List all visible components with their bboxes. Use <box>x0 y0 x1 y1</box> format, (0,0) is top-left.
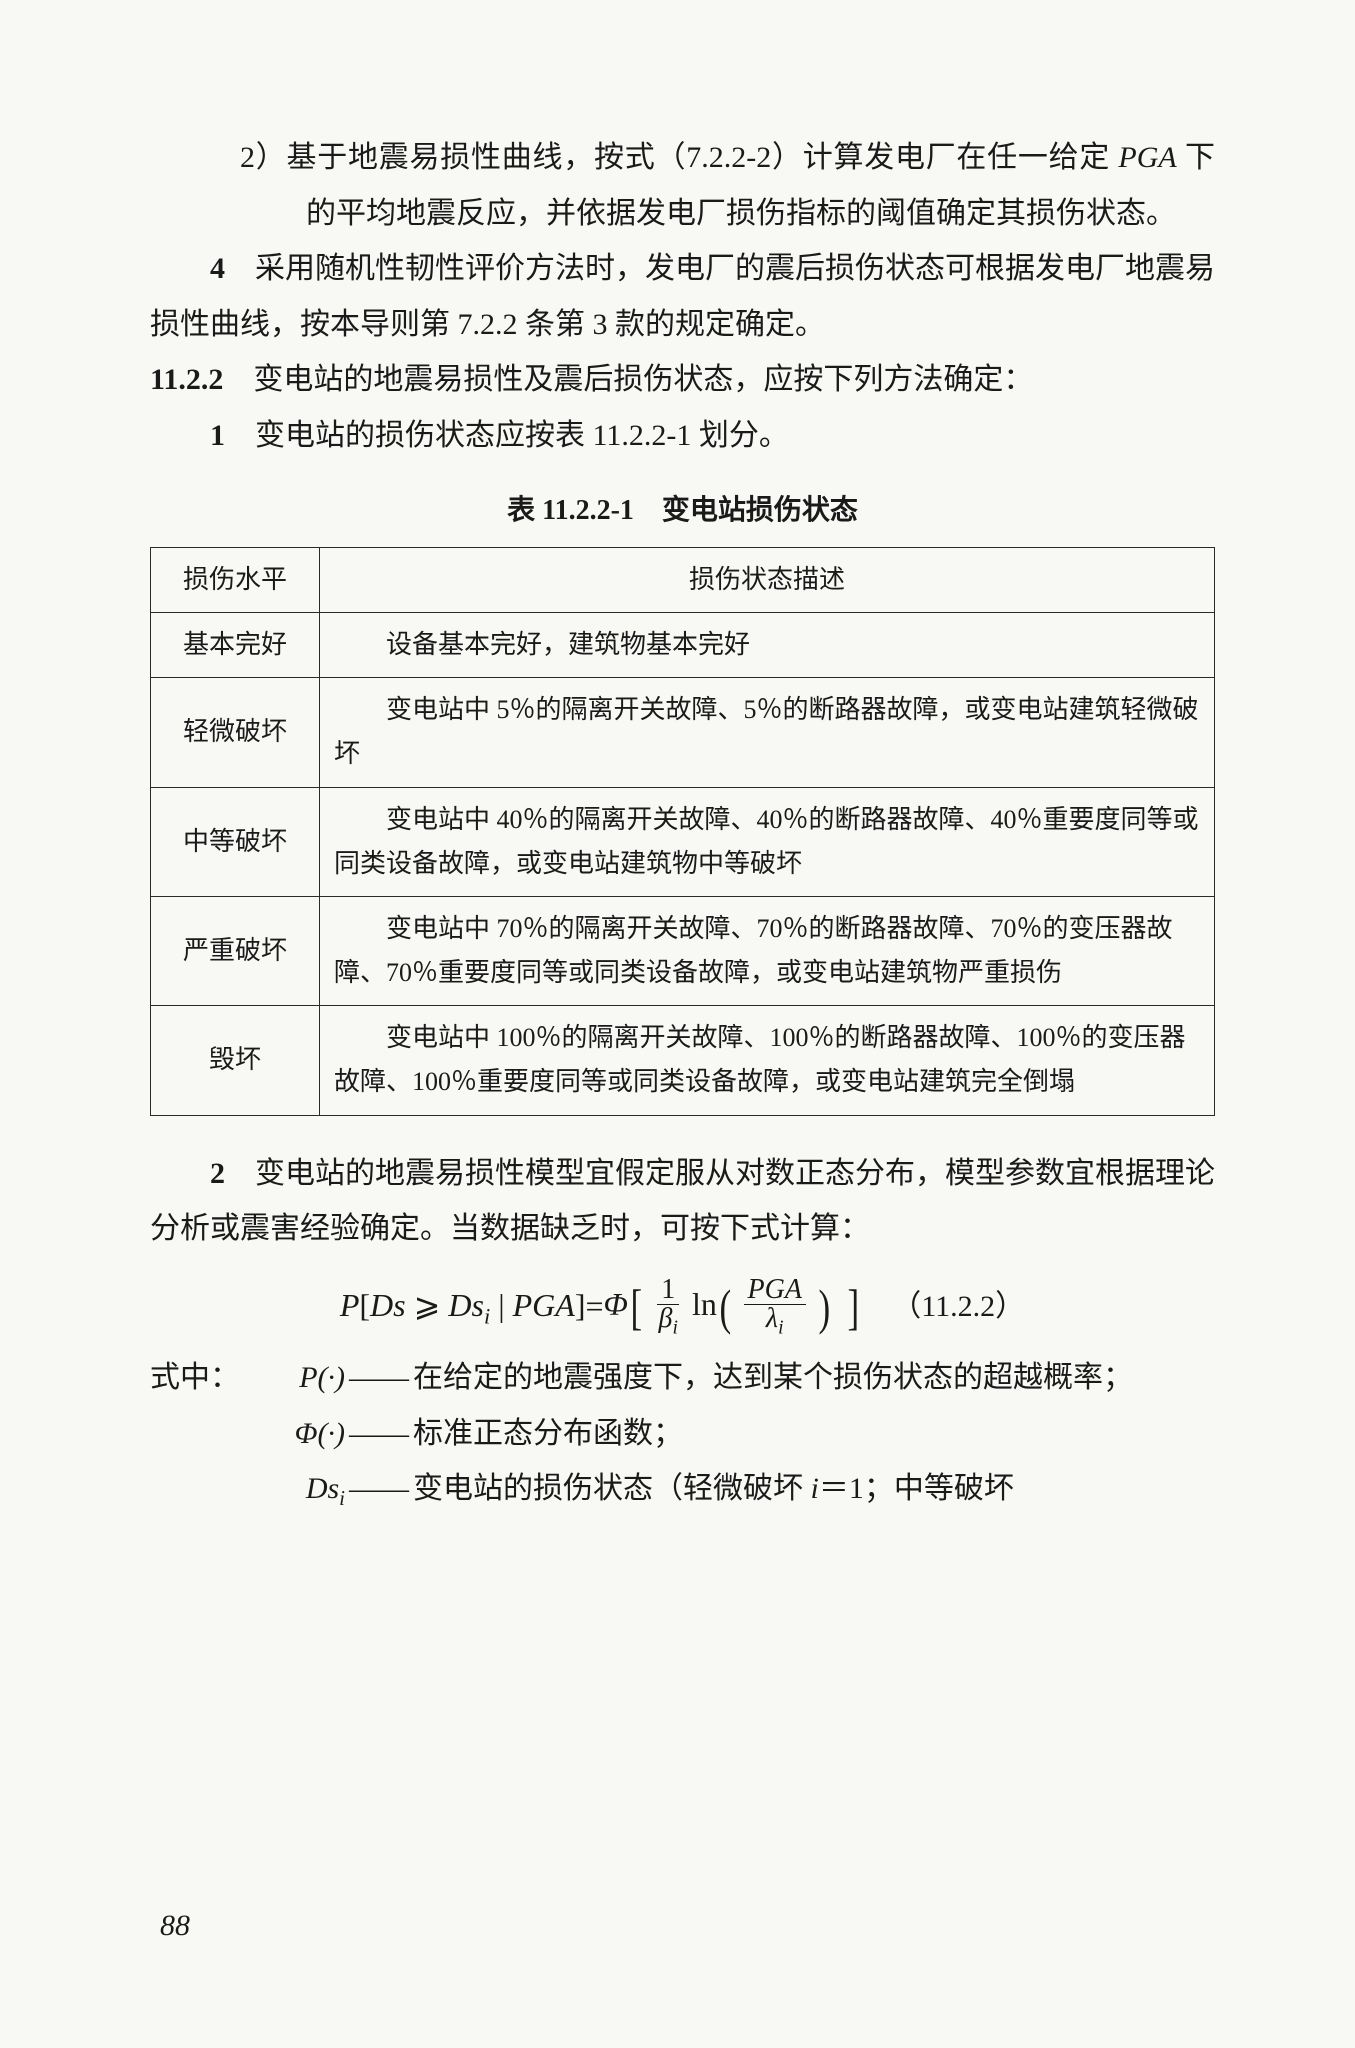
where-block: 式中： P(·) —— 在给定的地震强度下，达到某个损伤状态的超越概率； 式中：… <box>150 1350 1215 1518</box>
para-clause-2: 2 变电站的地震易损性模型宜假定服从对数正态分布，模型参数宜根据理论分析或震害经… <box>150 1146 1215 1257</box>
table-cell: 变电站中 40％的隔离开关故障、40％的断路器故障、40％重要度同等或同类设备故… <box>320 787 1215 896</box>
table-cell: 中等破坏 <box>151 787 320 896</box>
where-text: 变电站的损伤状态（轻微破坏 i＝1；中等破坏 <box>413 1461 1215 1518</box>
clause-number: 4 <box>210 252 225 285</box>
where-symbol: P(·) <box>240 1350 345 1406</box>
table-header: 损伤状态描述 <box>320 547 1215 612</box>
where-row: 式中： Φ(·) —— 标准正态分布函数； <box>150 1406 1215 1462</box>
equation-number: （11.2.2） <box>891 1279 1025 1335</box>
equation-1122: P[Ds ⩾ Dsi | PGA] = Φ[ 1 βi ln( PGA λi )… <box>150 1275 1215 1339</box>
section-number: 11.2.2 <box>150 363 223 396</box>
table-cell: 毁坏 <box>151 1006 320 1115</box>
para-section-1122: 11.2.2 变电站的地震易损性及震后损伤状态，应按下列方法确定： <box>150 352 1215 408</box>
table-cell: 变电站中 70％的隔离开关故障、70％的断路器故障、70％的变压器故障、70％重… <box>320 896 1215 1005</box>
fraction-2: PGA λi <box>744 1276 806 1338</box>
table-row: 中等破坏 变电站中 40％的隔离开关故障、40％的断路器故障、40％重要度同等或… <box>151 787 1215 896</box>
where-dash: —— <box>345 1406 413 1462</box>
where-symbol: Φ(·) <box>240 1406 345 1462</box>
table-cell: 严重破坏 <box>151 896 320 1005</box>
table-cell: 变电站中 100％的隔离开关故障、100％的断路器故障、100％的变压器故障、1… <box>320 1006 1215 1115</box>
para-text: 基于地震易损性曲线，按式（7.2.2-2）计算发电厂在任一给定 PGA 下的平均… <box>287 141 1216 230</box>
list-marker: 2） <box>240 141 287 174</box>
where-row: 式中： P(·) —— 在给定的地震强度下，达到某个损伤状态的超越概率； <box>150 1350 1215 1406</box>
para-clause-4: 4 采用随机性韧性评价方法时，发电厂的震后损伤状态可根据发电厂地震易损性曲线，按… <box>150 241 1215 352</box>
para-text: 变电站的地震易损性及震后损伤状态，应按下列方法确定： <box>253 363 1033 396</box>
eq-equals: = <box>585 1277 603 1336</box>
clause-number: 1 <box>210 419 225 452</box>
para-item-2: 2）基于地震易损性曲线，按式（7.2.2-2）计算发电厂在任一给定 PGA 下的… <box>150 130 1215 241</box>
where-text: 标准正态分布函数； <box>413 1406 1215 1462</box>
fraction-1: 1 βi <box>655 1276 682 1338</box>
where-row: 式中： Dsi —— 变电站的损伤状态（轻微破坏 i＝1；中等破坏 <box>150 1461 1215 1518</box>
where-symbol: Dsi <box>240 1461 345 1518</box>
table-row: 毁坏 变电站中 100％的隔离开关故障、100％的断路器故障、100％的变压器故… <box>151 1006 1215 1115</box>
table-row: 严重破坏 变电站中 70％的隔离开关故障、70％的断路器故障、70％的变压器故障… <box>151 896 1215 1005</box>
para-text: 变电站的损伤状态应按表 11.2.2-1 划分。 <box>255 419 789 452</box>
table-cell: 基本完好 <box>151 612 320 677</box>
table-cell: 变电站中 5％的隔离开关故障、5％的断路器故障，或变电站建筑轻微破坏 <box>320 678 1215 787</box>
table-caption: 表 11.2.2-1 变电站损伤状态 <box>150 485 1215 537</box>
where-dash: —— <box>345 1461 413 1518</box>
eq-lhs: P[Ds ⩾ Dsi | PGA] <box>340 1276 586 1337</box>
table-cell: 轻微破坏 <box>151 678 320 787</box>
eq-rhs: Φ[ 1 βi ln( PGA λi ) ] <box>604 1275 862 1339</box>
where-dash: —— <box>345 1350 413 1406</box>
clause-number: 2 <box>210 1157 225 1190</box>
table-header: 损伤水平 <box>151 547 320 612</box>
para-text: 变电站的地震易损性模型宜假定服从对数正态分布，模型参数宜根据理论分析或震害经验确… <box>150 1157 1215 1246</box>
damage-state-table: 损伤水平 损伤状态描述 基本完好 设备基本完好，建筑物基本完好 轻微破坏 变电站… <box>150 547 1215 1116</box>
para-text: 采用随机性韧性评价方法时，发电厂的震后损伤状态可根据发电厂地震易损性曲线，按本导… <box>150 252 1215 341</box>
table-cell: 设备基本完好，建筑物基本完好 <box>320 612 1215 677</box>
page-number: 88 <box>160 1898 190 1954</box>
table-row: 轻微破坏 变电站中 5％的隔离开关故障、5％的断路器故障，或变电站建筑轻微破坏 <box>151 678 1215 787</box>
para-clause-1: 1 变电站的损伤状态应按表 11.2.2-1 划分。 <box>150 408 1215 464</box>
where-label: 式中： <box>150 1350 240 1406</box>
page: 2）基于地震易损性曲线，按式（7.2.2-2）计算发电厂在任一给定 PGA 下的… <box>0 0 1355 2048</box>
where-text: 在给定的地震强度下，达到某个损伤状态的超越概率； <box>413 1350 1215 1406</box>
table-row: 基本完好 设备基本完好，建筑物基本完好 <box>151 612 1215 677</box>
table-header-row: 损伤水平 损伤状态描述 <box>151 547 1215 612</box>
